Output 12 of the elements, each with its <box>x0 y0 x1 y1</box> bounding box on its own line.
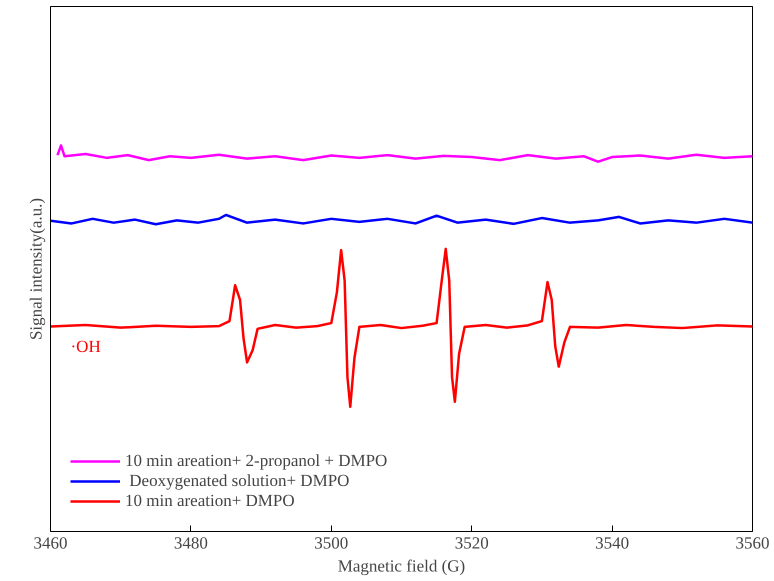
x-axis-title: Magnetic field (G) <box>338 556 466 576</box>
legend-label: 10 min areation+ 2-propanol + DMPO <box>125 451 388 471</box>
x-tick-label: 3560 <box>736 534 770 552</box>
x-tick-label: 3500 <box>314 534 348 552</box>
legend-label: Deoxygenated solution+ DMPO <box>128 471 350 491</box>
y-axis-title: Signal intensity(a.u.) <box>26 198 46 340</box>
x-tick-label: 3540 <box>595 534 630 552</box>
x-tick-label: 3460 <box>34 534 68 552</box>
x-tick-label: 3480 <box>174 534 208 552</box>
x-tick-label: 3520 <box>454 534 489 552</box>
legend-label: 10 min areation+ DMPO <box>125 491 295 511</box>
annotation: ·OH <box>70 337 101 356</box>
